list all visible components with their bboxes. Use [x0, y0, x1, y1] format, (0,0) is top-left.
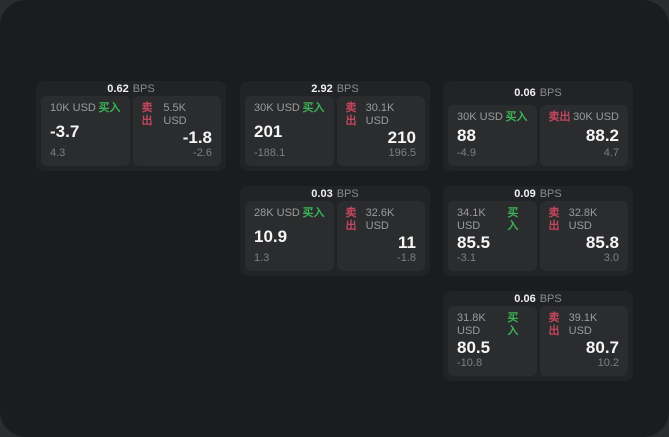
buy-side-badge: 买入: [507, 207, 519, 232]
bps-header: 0.09 BPS: [448, 186, 628, 201]
buy-panel[interactable]: 34.1K USD 买入 85.5 -3.1: [448, 201, 537, 271]
card-body: 30K USD 买入 201 -188.1 卖出 30.1K USD 210 1…: [245, 96, 425, 166]
sell-price-value: 88.2: [585, 126, 619, 145]
sell-price-value: 11: [398, 233, 416, 252]
quote-card[interactable]: 0.03 BPS 28K USD 买入 10.9 1.3 卖出 32.6K US…: [240, 186, 430, 276]
buy-side-badge: 买入: [98, 102, 121, 114]
card-body: 10K USD 买入 -3.7 4.3 卖出 5.5K USD -1.8 -2.…: [41, 96, 221, 166]
buy-change-value: -3.1: [457, 252, 476, 264]
quote-card[interactable]: 0.09 BPS 34.1K USD 买入 85.5 -3.1 卖出 32.8K…: [443, 186, 633, 276]
sell-panel[interactable]: 卖出 32.8K USD 85.8 3.0: [539, 201, 628, 271]
card-body: 31.8K USD 买入 80.5 -10.8 卖出 39.1K USD 80.…: [448, 306, 628, 376]
sell-change-value: 10.2: [597, 357, 619, 369]
bps-value: 0.62: [107, 82, 129, 95]
bps-suffix-label: BPS: [539, 187, 562, 200]
buy-change-value: -10.8: [457, 357, 483, 369]
quote-card[interactable]: 0.62 BPS 10K USD 买入 -3.7 4.3 卖出 5.5K USD…: [36, 81, 226, 171]
sell-price-value: -1.8: [182, 128, 212, 147]
buy-price-value: 88: [457, 126, 476, 145]
buy-side-badge: 买入: [302, 102, 325, 114]
card-body: 28K USD 买入 10.9 1.3 卖出 32.6K USD 11 -1.8: [245, 201, 425, 271]
buy-amount-label: 31.8K USD: [457, 312, 486, 337]
buy-side-badge: 买入: [302, 207, 325, 219]
buy-change-value: -188.1: [254, 147, 286, 159]
card-body: 30K USD 买入 88 -4.9 卖出 30K USD 88.2 4.7: [448, 105, 628, 166]
buy-change-value: 4.3: [50, 147, 66, 159]
buy-amount-label: 10K USD: [50, 102, 96, 114]
quote-card[interactable]: 0.06 BPS 31.8K USD 买入 80.5 -10.8 卖出 39.1…: [443, 291, 633, 381]
bps-header: 0.06 BPS: [448, 291, 628, 306]
bps-suffix-label: BPS: [539, 292, 562, 305]
sell-price-value: 85.8: [585, 233, 619, 252]
buy-panel[interactable]: 30K USD 买入 201 -188.1: [245, 96, 334, 166]
bps-suffix-label: BPS: [132, 82, 155, 95]
bps-value: 2.92: [311, 82, 333, 95]
quote-card[interactable]: 2.92 BPS 30K USD 买入 201 -188.1 卖出 30.1K …: [240, 81, 430, 171]
buy-amount-label: 28K USD: [254, 207, 300, 219]
buy-amount-label: 30K USD: [254, 102, 300, 114]
sell-side-badge: 卖出: [141, 102, 153, 127]
buy-side-badge: 买入: [505, 111, 528, 123]
sell-amount-label: 39.1K USD: [568, 312, 598, 337]
sell-panel[interactable]: 卖出 5.5K USD -1.8 -2.6: [132, 96, 221, 166]
sell-amount-label: 30.1K USD: [365, 102, 395, 127]
bps-suffix-label: BPS: [336, 82, 359, 95]
bps-suffix-label: BPS: [336, 187, 359, 200]
buy-change-value: 1.3: [254, 252, 270, 264]
buy-change-value: -4.9: [457, 147, 476, 159]
sell-panel[interactable]: 卖出 32.6K USD 11 -1.8: [336, 201, 425, 271]
buy-price-value: 10.9: [254, 226, 288, 246]
buy-amount-label: 30K USD: [457, 111, 503, 123]
bps-header: 0.03 BPS: [245, 186, 425, 201]
bps-value: 0.06: [514, 292, 536, 305]
bps-value: 0.06: [514, 87, 536, 99]
sell-change-value: 3.0: [603, 252, 619, 264]
sell-side-badge: 卖出: [345, 102, 357, 127]
bps-header: 2.92 BPS: [245, 81, 425, 96]
sell-amount-label: 32.8K USD: [568, 207, 598, 232]
sell-change-value: -2.6: [193, 147, 212, 159]
sell-panel[interactable]: 卖出 39.1K USD 80.7 10.2: [539, 306, 628, 376]
buy-price-value: 201: [254, 121, 283, 141]
sell-amount-label: 30K USD: [573, 111, 619, 123]
buy-price-value: 80.5: [457, 338, 491, 357]
sell-change-value: -1.8: [397, 252, 416, 264]
sell-side-badge: 卖出: [548, 111, 571, 123]
sell-panel[interactable]: 卖出 30K USD 88.2 4.7: [539, 105, 628, 166]
buy-price-value: 85.5: [457, 233, 491, 252]
buy-panel[interactable]: 31.8K USD 买入 80.5 -10.8: [448, 306, 537, 376]
sell-panel[interactable]: 卖出 30.1K USD 210 196.5: [336, 96, 425, 166]
buy-price-value: -3.7: [50, 121, 80, 141]
sell-side-badge: 卖出: [548, 312, 560, 337]
bps-header: 0.62 BPS: [41, 81, 221, 96]
bps-value: 0.03: [311, 187, 333, 200]
buy-side-badge: 买入: [507, 312, 519, 337]
sell-side-badge: 卖出: [345, 207, 357, 232]
buy-amount-label: 34.1K USD: [457, 207, 486, 232]
sell-change-value: 4.7: [603, 147, 619, 159]
bps-value: 0.09: [514, 187, 536, 200]
bps-header: 0.06 BPS: [448, 81, 628, 105]
sell-amount-label: 5.5K USD: [163, 102, 187, 127]
buy-panel[interactable]: 28K USD 买入 10.9 1.3: [245, 201, 334, 271]
buy-panel[interactable]: 30K USD 买入 88 -4.9: [448, 105, 537, 166]
sell-change-value: 196.5: [388, 147, 416, 159]
bps-suffix-label: BPS: [539, 87, 562, 99]
sell-side-badge: 卖出: [548, 207, 560, 232]
buy-panel[interactable]: 10K USD 买入 -3.7 4.3: [41, 96, 130, 166]
card-body: 34.1K USD 买入 85.5 -3.1 卖出 32.8K USD 85.8…: [448, 201, 628, 271]
quote-card[interactable]: 0.06 BPS 30K USD 买入 88 -4.9 卖出 30K USD 8…: [443, 81, 633, 171]
sell-price-value: 210: [387, 128, 416, 147]
sell-price-value: 80.7: [585, 338, 619, 357]
sell-amount-label: 32.6K USD: [365, 207, 395, 232]
